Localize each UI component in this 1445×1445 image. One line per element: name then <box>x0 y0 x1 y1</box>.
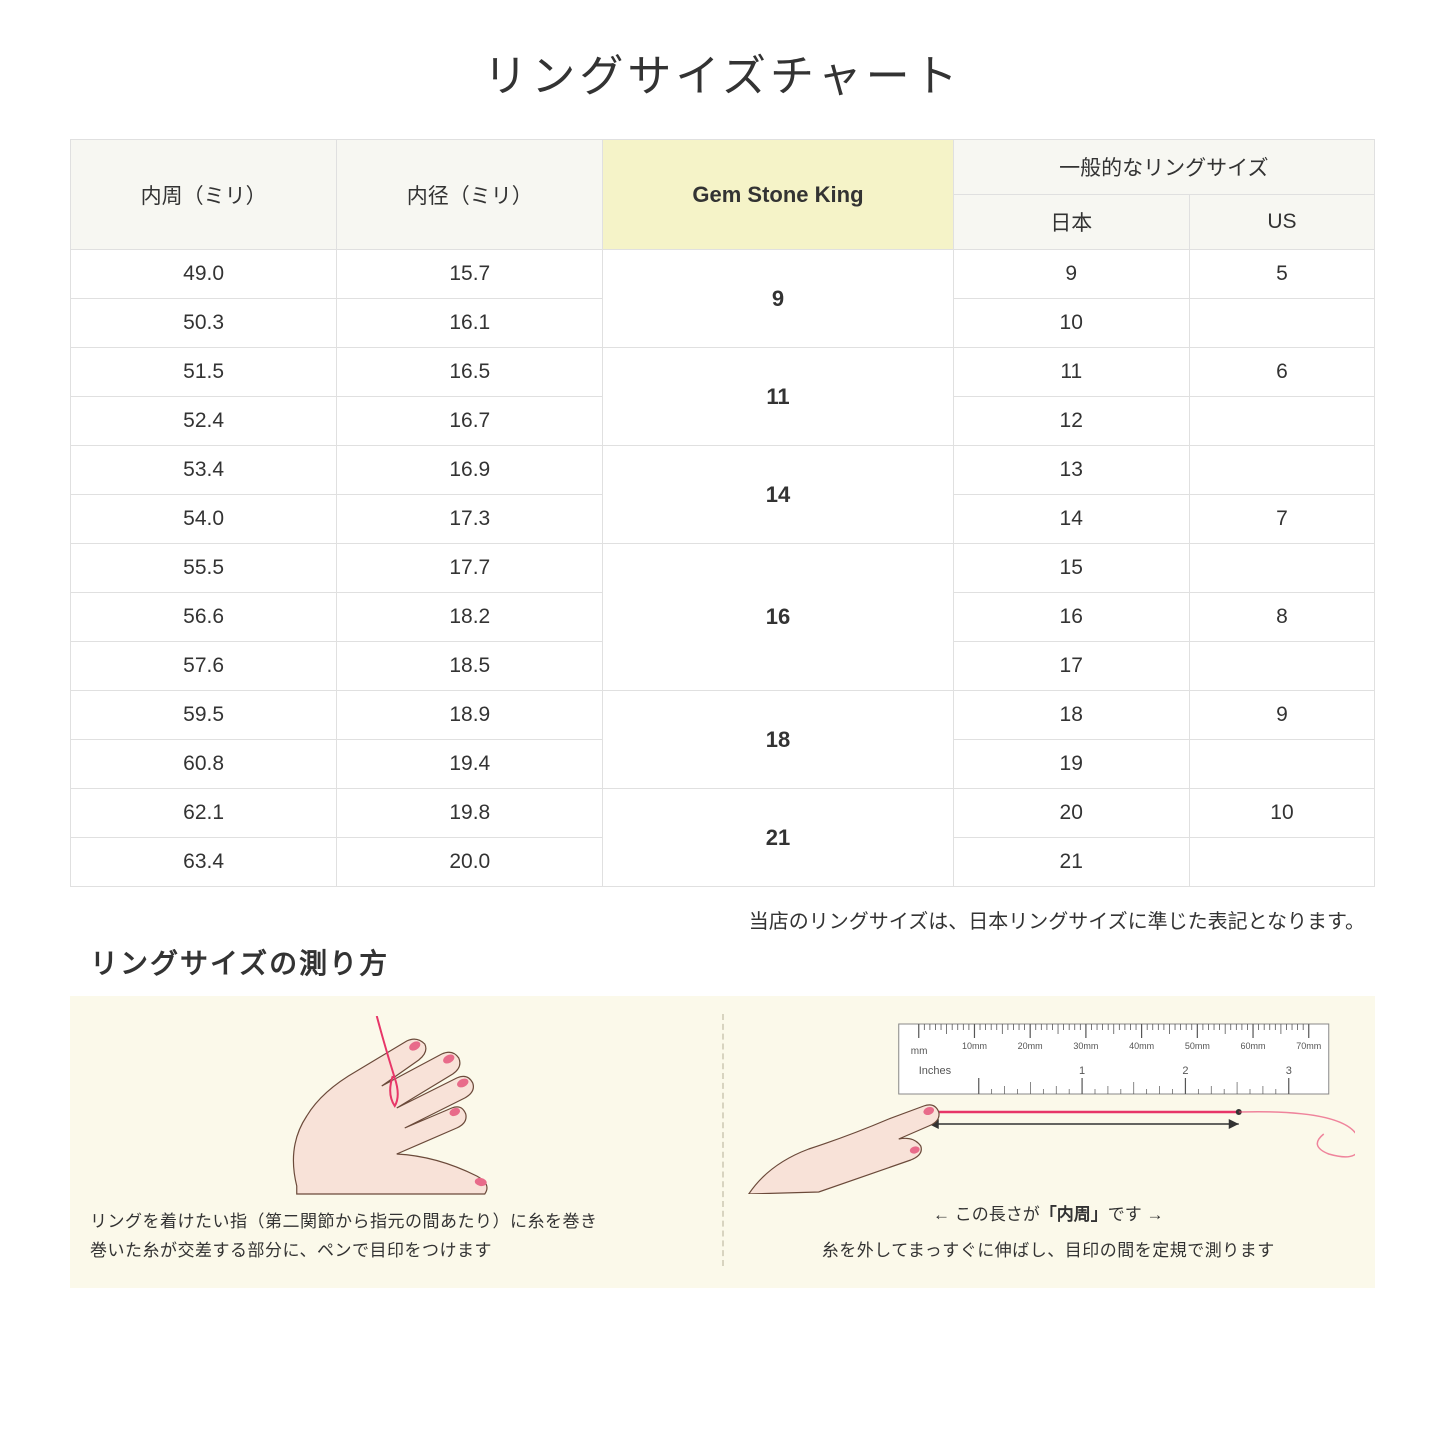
page-title: リングサイズチャート <box>70 40 1375 104</box>
cell-diameter: 16.5 <box>337 348 603 397</box>
cell-diameter: 18.9 <box>337 691 603 740</box>
col-gsk: Gem Stone King <box>603 140 953 250</box>
cell-diameter: 19.4 <box>337 740 603 789</box>
table-row: 51.516.511116 <box>71 348 1375 397</box>
cell-us: 9 <box>1189 691 1374 740</box>
table-note: 当店のリングサイズは、日本リングサイズに準じた表記となります。 <box>70 905 1375 934</box>
cell-jp: 9 <box>953 250 1189 299</box>
cell-diameter: 17.3 <box>337 495 603 544</box>
cell-diameter: 18.5 <box>337 642 603 691</box>
svg-text:20mm: 20mm <box>1017 1041 1042 1051</box>
svg-text:mm: mm <box>910 1046 927 1057</box>
cell-gsk: 21 <box>603 789 953 887</box>
cell-circumference: 60.8 <box>71 740 337 789</box>
cell-us: 8 <box>1189 593 1374 642</box>
svg-text:3: 3 <box>1285 1065 1291 1077</box>
cell-us: 6 <box>1189 348 1374 397</box>
cell-circumference: 59.5 <box>71 691 337 740</box>
cell-jp: 12 <box>953 397 1189 446</box>
cell-us <box>1189 740 1374 789</box>
cell-circumference: 50.3 <box>71 299 337 348</box>
cell-circumference: 57.6 <box>71 642 337 691</box>
col-jp: 日本 <box>953 195 1189 250</box>
cell-gsk: 18 <box>603 691 953 789</box>
svg-text:2: 2 <box>1182 1065 1188 1077</box>
arrow-right-icon: → <box>1146 1205 1163 1224</box>
cell-us <box>1189 299 1374 348</box>
cell-us: 10 <box>1189 789 1374 838</box>
cell-gsk: 16 <box>603 544 953 691</box>
hand-wrap-illustration <box>90 1016 704 1196</box>
cell-diameter: 16.1 <box>337 299 603 348</box>
step-1: リングを着けたい指（第二関節から指元の間あたり）に糸を巻き巻いた糸が交差する部分… <box>90 1014 724 1266</box>
cell-diameter: 20.0 <box>337 838 603 887</box>
cell-circumference: 52.4 <box>71 397 337 446</box>
cell-circumference: 55.5 <box>71 544 337 593</box>
table-row: 59.518.918189 <box>71 691 1375 740</box>
cell-circumference: 62.1 <box>71 789 337 838</box>
svg-text:30mm: 30mm <box>1073 1041 1098 1051</box>
cell-diameter: 18.2 <box>337 593 603 642</box>
svg-text:1: 1 <box>1079 1065 1085 1077</box>
cell-diameter: 16.7 <box>337 397 603 446</box>
cell-us <box>1189 397 1374 446</box>
col-us: US <box>1189 195 1374 250</box>
col-general: 一般的なリングサイズ <box>953 140 1374 195</box>
table-row: 55.517.71615 <box>71 544 1375 593</box>
step-2-caption: 糸を外してまっすぐに伸ばし、目印の間を定規で測ります <box>742 1237 1356 1266</box>
ruler-length-label: ← この長さが「内周」です → <box>933 1200 1163 1225</box>
cell-jp: 17 <box>953 642 1189 691</box>
cell-jp: 16 <box>953 593 1189 642</box>
cell-us: 5 <box>1189 250 1374 299</box>
col-diameter: 内径（ミリ） <box>337 140 603 250</box>
svg-text:40mm: 40mm <box>1129 1041 1154 1051</box>
ring-size-table: 内周（ミリ） 内径（ミリ） Gem Stone King 一般的なリングサイズ … <box>70 139 1375 887</box>
cell-jp: 19 <box>953 740 1189 789</box>
cell-circumference: 63.4 <box>71 838 337 887</box>
cell-circumference: 53.4 <box>71 446 337 495</box>
step-1-caption: リングを着けたい指（第二関節から指元の間あたり）に糸を巻き巻いた糸が交差する部分… <box>90 1208 704 1266</box>
ruler-illustration: 10mm 20mm 30mm 40mm 50mm 60mm 70mm mm Inches 1 2 3 <box>742 1014 1356 1194</box>
cell-jp: 15 <box>953 544 1189 593</box>
arrow-left-icon: ← <box>933 1205 950 1224</box>
cell-gsk: 14 <box>603 446 953 544</box>
col-circumference: 内周（ミリ） <box>71 140 337 250</box>
table-row: 49.015.7995 <box>71 250 1375 299</box>
cell-us: 7 <box>1189 495 1374 544</box>
cell-us <box>1189 446 1374 495</box>
cell-jp: 11 <box>953 348 1189 397</box>
cell-diameter: 19.8 <box>337 789 603 838</box>
cell-diameter: 15.7 <box>337 250 603 299</box>
cell-jp: 20 <box>953 789 1189 838</box>
cell-jp: 21 <box>953 838 1189 887</box>
instructions-panel: リングを着けたい指（第二関節から指元の間あたり）に糸を巻き巻いた糸が交差する部分… <box>70 996 1375 1288</box>
instructions-title: リングサイズの測り方 <box>70 942 1375 982</box>
cell-us <box>1189 544 1374 593</box>
cell-circumference: 51.5 <box>71 348 337 397</box>
cell-us <box>1189 642 1374 691</box>
table-row: 62.119.8212010 <box>71 789 1375 838</box>
cell-diameter: 17.7 <box>337 544 603 593</box>
cell-us <box>1189 838 1374 887</box>
svg-text:10mm: 10mm <box>961 1041 986 1051</box>
svg-text:70mm: 70mm <box>1296 1041 1321 1051</box>
svg-text:Inches: Inches <box>918 1065 951 1077</box>
cell-diameter: 16.9 <box>337 446 603 495</box>
cell-circumference: 54.0 <box>71 495 337 544</box>
svg-text:50mm: 50mm <box>1184 1041 1209 1051</box>
cell-jp: 10 <box>953 299 1189 348</box>
cell-jp: 13 <box>953 446 1189 495</box>
cell-gsk: 9 <box>603 250 953 348</box>
cell-circumference: 49.0 <box>71 250 337 299</box>
table-row: 53.416.91413 <box>71 446 1375 495</box>
svg-text:60mm: 60mm <box>1240 1041 1265 1051</box>
cell-gsk: 11 <box>603 348 953 446</box>
cell-jp: 14 <box>953 495 1189 544</box>
cell-jp: 18 <box>953 691 1189 740</box>
cell-circumference: 56.6 <box>71 593 337 642</box>
step-2: 10mm20mm30mm40mm50mm60mm70mmmmInches123 … <box>724 1014 1356 1266</box>
